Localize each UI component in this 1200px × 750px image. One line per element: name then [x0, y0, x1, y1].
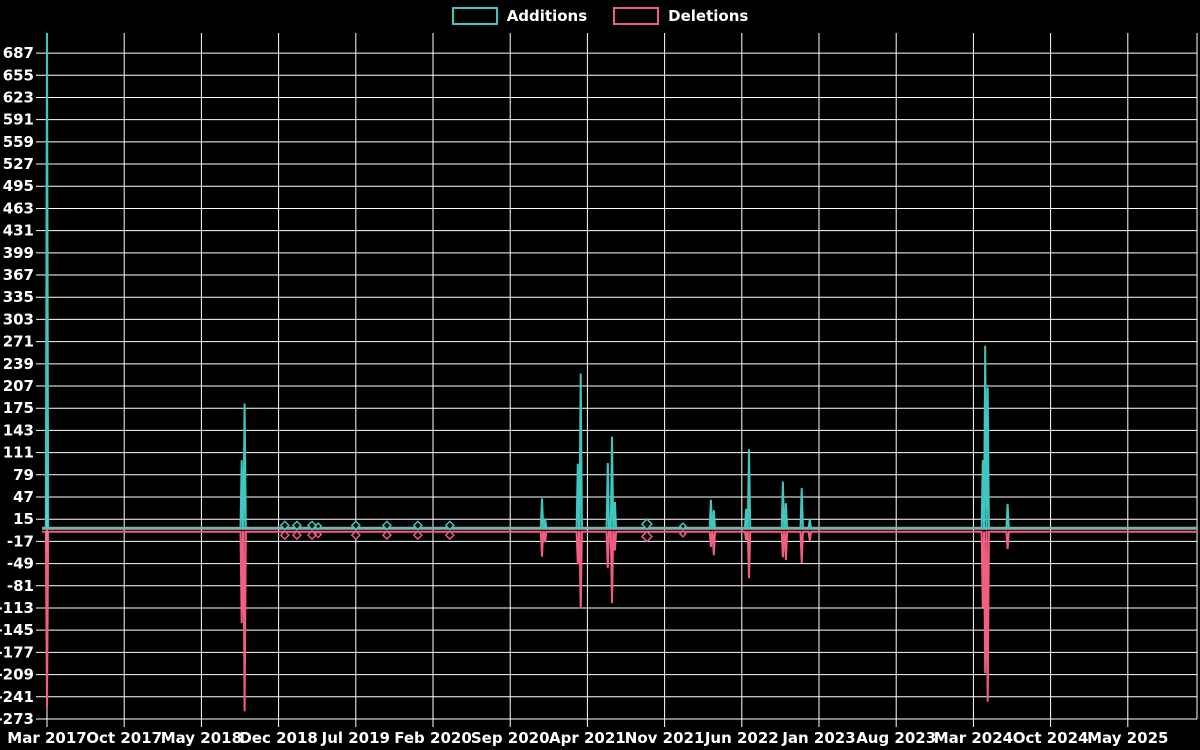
additions-point-marker [444, 520, 455, 531]
y-tick-label: -241 [0, 688, 34, 706]
y-tick-label: 495 [3, 177, 34, 195]
x-tick-label: Mar 2017 [7, 729, 86, 747]
y-tick-label: 47 [13, 488, 34, 506]
x-tick-label: Mar 2024 [934, 729, 1013, 747]
y-tick-label: 527 [3, 155, 34, 173]
deletions-point-marker [444, 530, 455, 541]
deletions-point-marker [640, 530, 653, 543]
legend-item-additions[interactable]: Additions [451, 6, 588, 25]
y-tick-label: -49 [7, 555, 34, 573]
deletions-point-marker [291, 530, 302, 541]
y-tick-label: 239 [3, 355, 34, 373]
deletions-point-marker [412, 530, 423, 541]
series-layer [42, 32, 1197, 712]
additions-point-marker [350, 520, 361, 531]
additions-point-marker [279, 520, 290, 531]
markers-layer [279, 518, 687, 543]
y-tick-label: 463 [3, 199, 34, 217]
y-tick-label: 687 [3, 44, 34, 62]
x-tick-label: Jun 2022 [704, 729, 779, 747]
y-tick-label: 559 [3, 133, 34, 151]
deletions-series-line [42, 530, 1197, 712]
deletions-point-marker [279, 530, 290, 541]
y-tick-label: 111 [3, 444, 34, 462]
deletions-swatch-icon [613, 7, 660, 25]
y-tick-label: 655 [3, 66, 34, 84]
x-tick-label: Nov 2021 [625, 729, 705, 747]
y-tick-label: -113 [0, 599, 34, 617]
x-tick-label: Jul 2019 [321, 729, 390, 747]
y-tick-label: -17 [7, 532, 34, 550]
deletions-label: Deletions [668, 6, 749, 25]
y-tick-label: -273 [0, 710, 34, 728]
deletions-point-marker [381, 530, 392, 541]
deletions-point-marker [314, 530, 323, 539]
additions-point-marker [291, 520, 302, 531]
axis-labels-layer: 687 655 623 591 559 527 495 463 431 399 367 335 303 2… [0, 44, 1168, 747]
y-tick-label: 399 [3, 244, 34, 262]
y-tick-label: 367 [3, 266, 34, 284]
x-tick-label: Dec 2018 [239, 729, 318, 747]
additions-point-marker [306, 520, 318, 531]
x-tick-label: May 2025 [1087, 729, 1168, 747]
additions-point-marker [381, 520, 392, 531]
y-tick-label: 207 [3, 377, 34, 395]
x-tick-label: Sep 2020 [471, 729, 550, 747]
y-tick-label: 271 [3, 333, 34, 351]
y-tick-label: 79 [13, 466, 34, 484]
deletions-point-marker [306, 530, 318, 541]
additions-point-marker [314, 522, 323, 531]
additions-point-marker [640, 518, 653, 531]
x-tick-label: Aug 2023 [856, 729, 936, 747]
x-tick-label: Oct 2017 [86, 729, 162, 747]
legend-item-deletions[interactable]: Deletions [613, 7, 748, 25]
additions-label: Additions [506, 6, 588, 25]
additions-point-marker [412, 520, 423, 531]
additions-point-marker [678, 522, 687, 531]
y-tick-label: 303 [3, 310, 34, 328]
y-tick-label: 591 [3, 111, 34, 129]
y-tick-label: -145 [0, 621, 34, 639]
x-tick-label: Jan 2023 [781, 729, 855, 747]
x-tick-label: Apr 2021 [549, 729, 626, 747]
x-tick-label: May 2018 [161, 729, 242, 747]
x-tick-label: Oct 2024 [1013, 729, 1089, 747]
deletions-point-marker [350, 530, 361, 541]
y-tick-label: -177 [0, 643, 34, 661]
x-tick-label: Feb 2020 [394, 729, 472, 747]
y-tick-label: 431 [3, 222, 34, 240]
y-tick-label: 15 [13, 510, 34, 528]
y-tick-label: 623 [3, 88, 34, 106]
y-tick-label: -81 [7, 577, 34, 595]
deletions-point-marker [678, 529, 687, 538]
y-tick-label: 335 [3, 288, 34, 306]
chart-legend: Additions Deletions [0, 7, 1200, 25]
y-tick-label: 175 [3, 399, 34, 417]
grid-layer [36, 33, 1198, 727]
additions-swatch-icon [451, 7, 498, 25]
additions-series-spikes [44, 32, 1010, 529]
y-tick-label: 143 [3, 421, 34, 439]
y-tick-label: -209 [0, 666, 34, 684]
